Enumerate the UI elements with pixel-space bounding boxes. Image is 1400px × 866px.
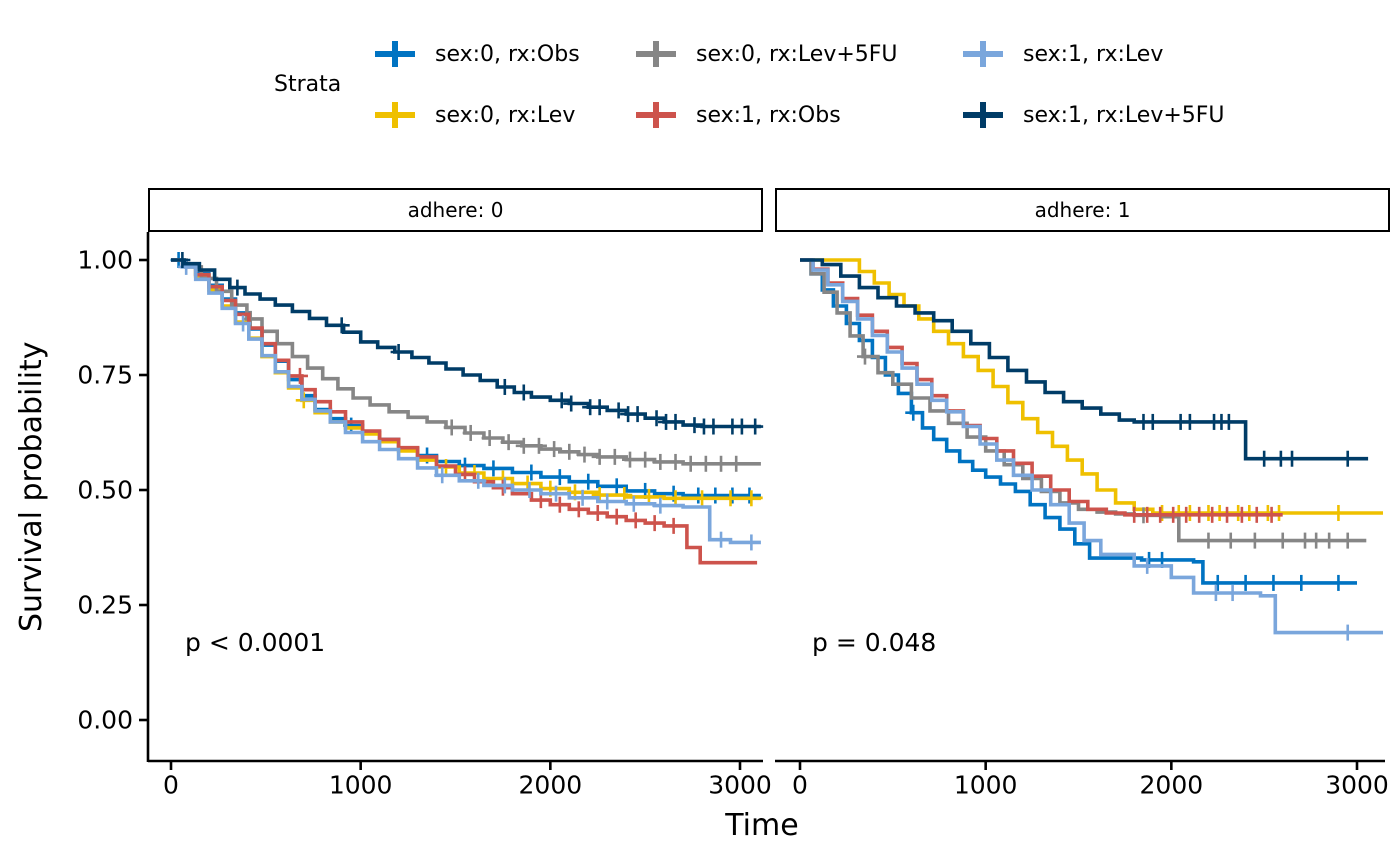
- legend-label: sex:1, rx:Lev: [1023, 41, 1164, 67]
- facet-strip-adhere-0: adhere: 0: [148, 188, 763, 232]
- legend-label: sex:1, rx:Obs: [696, 102, 841, 128]
- legend-item: sex:0, rx:Obs: [375, 39, 636, 69]
- legend-item: sex:1, rx:Lev: [963, 39, 1225, 69]
- pvalue-annotation-right: p = 0.048: [812, 628, 937, 657]
- y-tick-label: 1.00: [77, 246, 133, 275]
- x-axis-title: Time: [725, 808, 799, 843]
- x-tick-label: 1000: [954, 770, 1018, 799]
- x-tick-label: 0: [792, 770, 808, 799]
- legend-label: sex:0, rx:Obs: [435, 41, 580, 67]
- x-tick-label: 0: [163, 770, 179, 799]
- y-tick-label: 0.00: [77, 706, 133, 735]
- km-step-curve: [800, 258, 1357, 585]
- facet-strip-adhere-1: adhere: 1: [775, 188, 1390, 232]
- facet-strip-label: adhere: 1: [1034, 198, 1131, 222]
- legend-item: sex:1, rx:Lev+5FU: [963, 100, 1225, 130]
- legend-key-vbar: [980, 41, 986, 67]
- y-tick-label: 0.75: [77, 361, 133, 390]
- censor-plus-key-icon: [375, 39, 415, 69]
- km-step-curve: [171, 258, 761, 466]
- x-tick-label: 1000: [329, 770, 393, 799]
- km-step-curve: [800, 258, 1383, 635]
- facet-strip-label: adhere: 0: [407, 198, 504, 222]
- km-step-curve: [171, 258, 761, 545]
- censor-plus-key-icon: [963, 100, 1003, 130]
- legend-key-vbar: [653, 41, 659, 67]
- strata-legend: sex:0, rx:Obs sex:0, rx:Lev+5FU sex:1, rx:…: [375, 33, 1225, 136]
- legend-title: Strata: [274, 72, 342, 97]
- censor-plus-key-icon: [636, 100, 676, 130]
- censor-plus-key-icon: [963, 39, 1003, 69]
- legend-label: sex:1, rx:Lev+5FU: [1023, 102, 1225, 128]
- legend-item: sex:1, rx:Obs: [636, 100, 963, 130]
- km-step-curve: [800, 258, 1383, 515]
- legend-key-vbar: [653, 102, 659, 128]
- km-step-curve: [171, 258, 761, 429]
- x-tick-label: 2000: [519, 770, 583, 799]
- km-curves-panel-1: [800, 258, 1383, 641]
- legend-key-vbar: [392, 102, 398, 128]
- legend-item: sex:0, rx:Lev+5FU: [636, 39, 963, 69]
- legend-key-vbar: [980, 102, 986, 128]
- x-tick-label: 3000: [708, 770, 772, 799]
- y-axis-title: Survival probability: [14, 341, 49, 632]
- pvalue-annotation-left: p < 0.0001: [185, 628, 326, 657]
- x-tick-label: 2000: [1140, 770, 1204, 799]
- censor-plus-key-icon: [636, 39, 676, 69]
- km-step-curve: [800, 258, 1369, 461]
- legend-label: sex:0, rx:Lev: [435, 102, 576, 128]
- km-curves-panel-0: [170, 252, 764, 565]
- x-tick-label: 3000: [1325, 770, 1389, 799]
- legend-item: sex:0, rx:Lev: [375, 100, 636, 130]
- censor-plus-key-icon: [375, 100, 415, 130]
- y-tick-label: 0.50: [77, 476, 133, 505]
- km-step-curve: [800, 258, 1283, 517]
- legend-key-vbar: [392, 41, 398, 67]
- legend-label: sex:0, rx:Lev+5FU: [696, 41, 898, 67]
- y-tick-label: 0.25: [77, 591, 133, 620]
- km-step-curve: [171, 258, 758, 565]
